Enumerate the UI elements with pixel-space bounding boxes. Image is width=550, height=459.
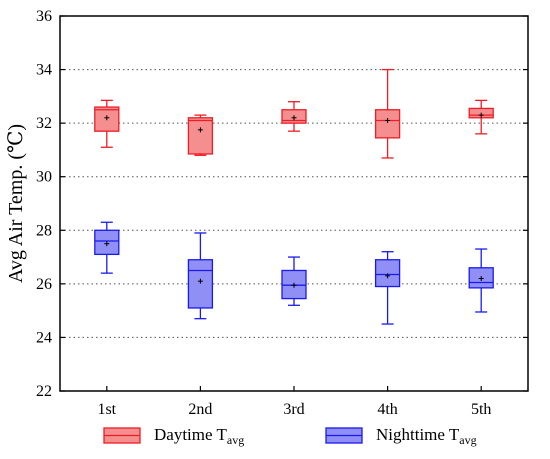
y-axis: 22 24 26 28 30 32 34 36 bbox=[36, 8, 528, 400]
x-tick-label: 4th bbox=[377, 401, 397, 418]
box-iqr bbox=[374, 259, 401, 288]
legend-item-nighttime: Nighttime Tavg bbox=[325, 425, 477, 447]
y-tick-label: 36 bbox=[36, 8, 52, 25]
box-series bbox=[94, 68, 494, 325]
y-tick-label: 34 bbox=[36, 62, 52, 79]
y-axis-label: Avg Air Temp. (℃) bbox=[5, 124, 27, 283]
legend-item-daytime: Daytime Tavg bbox=[103, 425, 244, 447]
box-daytime-4th bbox=[374, 68, 401, 159]
box-daytime-3rd bbox=[281, 101, 307, 132]
box-nighttime-1st bbox=[94, 221, 120, 274]
x-tick-label: 3rd bbox=[283, 401, 304, 418]
y-tick-label: 28 bbox=[36, 222, 52, 239]
box-daytime-5th bbox=[468, 99, 494, 135]
box-nighttime-3rd bbox=[281, 256, 307, 306]
box-nighttime-4th bbox=[374, 251, 401, 325]
box-iqr bbox=[187, 117, 214, 155]
box-nighttime-5th bbox=[468, 248, 494, 313]
y-tick-label: 26 bbox=[36, 276, 52, 293]
box-daytime-1st bbox=[94, 99, 120, 148]
x-tick-label: 5th bbox=[471, 401, 491, 418]
x-tick-label: 1st bbox=[97, 401, 116, 418]
y-tick-label: 32 bbox=[36, 115, 52, 132]
y-tick-label: 24 bbox=[36, 329, 52, 346]
legend-label: Nighttime Tavg bbox=[376, 425, 477, 447]
box-iqr bbox=[374, 109, 401, 139]
x-axis: 1st 2nd 3rd 4th 5th bbox=[97, 386, 491, 418]
box-nighttime-2nd bbox=[187, 232, 214, 320]
legend-label: Daytime Tavg bbox=[154, 425, 244, 447]
box-iqr bbox=[187, 259, 214, 309]
y-tick-label: 22 bbox=[36, 383, 52, 400]
plot-frame bbox=[59, 15, 529, 392]
legend: Daytime Tavg Nighttime Tavg bbox=[103, 425, 477, 447]
box-daytime-2nd bbox=[187, 114, 214, 156]
y-tick-label: 30 bbox=[36, 169, 52, 186]
x-tick-label: 2nd bbox=[188, 401, 212, 418]
